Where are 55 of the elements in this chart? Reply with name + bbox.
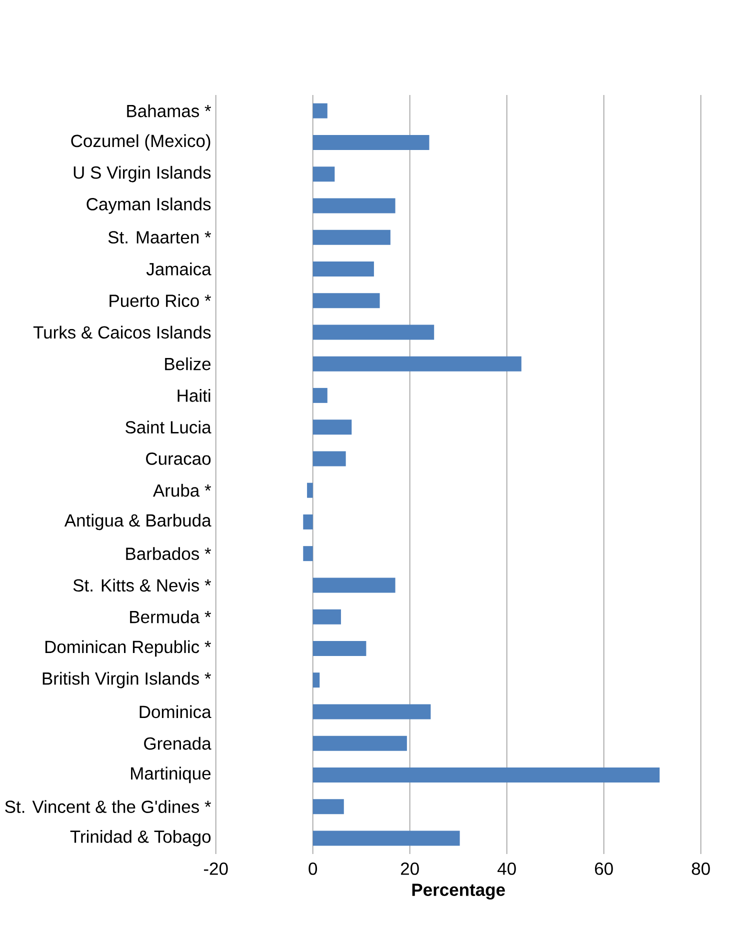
bar [312, 134, 430, 150]
bar [303, 514, 313, 530]
bar [312, 830, 460, 846]
x-tick-label: 40 [498, 862, 516, 875]
bar [312, 230, 391, 245]
y-tick-label: U S Virgin Islands [74, 166, 211, 182]
y-tick-label: Dominican Republic * [46, 640, 212, 657]
y-tick-label: Bermuda * [130, 610, 212, 624]
y-tick-label: Saint Lucia [126, 420, 212, 434]
bar [312, 293, 380, 308]
y-tick-label: Antigua & Barbuda [64, 514, 212, 530]
bar [312, 736, 408, 751]
bar [312, 166, 335, 182]
y-tick-label: Barbados * [126, 547, 212, 560]
y-tick-label: St. Vincent & the G'dines * [5, 800, 212, 813]
bar [312, 324, 434, 340]
bar [312, 609, 342, 624]
bar [312, 103, 328, 118]
y-tick-label: St. Maarten * [108, 231, 212, 244]
y-tick-label: Martinique [131, 766, 211, 784]
bar [312, 799, 344, 814]
y-tick-label: Cozumel (Mexico) [71, 134, 210, 151]
bar [312, 420, 352, 435]
x-axis-title: Percentage [412, 884, 506, 900]
bar [303, 546, 313, 562]
y-tick-label: Puerto Rico * [110, 294, 212, 307]
y-tick-label: Dominica [140, 705, 212, 718]
x-tick-label: 0 [308, 862, 318, 875]
x-tick-label: -20 [204, 862, 228, 875]
x-tick-label: 60 [595, 862, 613, 875]
y-tick-label: Belize [165, 357, 211, 370]
y-tick-label: Curacao [146, 452, 211, 465]
y-tick-label: Trinidad & Tobago [70, 830, 211, 846]
y-tick-label: Bahamas * [127, 104, 212, 118]
bar [312, 578, 396, 593]
y-tick-label: Grenada [144, 736, 212, 750]
bar [312, 388, 328, 403]
y-tick-label: Haiti [178, 389, 210, 402]
y-tick-label: Aruba * [153, 484, 212, 497]
y-tick-label: Cayman Islands [86, 198, 211, 214]
bar [312, 672, 320, 688]
bar [312, 451, 346, 466]
bar [312, 640, 366, 656]
bar [312, 261, 374, 276]
bar [312, 704, 431, 720]
bar [312, 767, 660, 782]
bar [312, 198, 396, 214]
y-tick-label: Jamaica [146, 262, 212, 276]
x-tick-label: 20 [401, 862, 419, 875]
x-tick-label: 80 [692, 862, 710, 875]
y-tick-label: St. Kitts & Nevis * [73, 578, 212, 592]
bar [312, 356, 522, 372]
y-tick-label: Turks & Caicos Islands [33, 326, 211, 339]
y-tick-label: British Virgin Islands * [42, 672, 212, 688]
bar [307, 482, 313, 498]
